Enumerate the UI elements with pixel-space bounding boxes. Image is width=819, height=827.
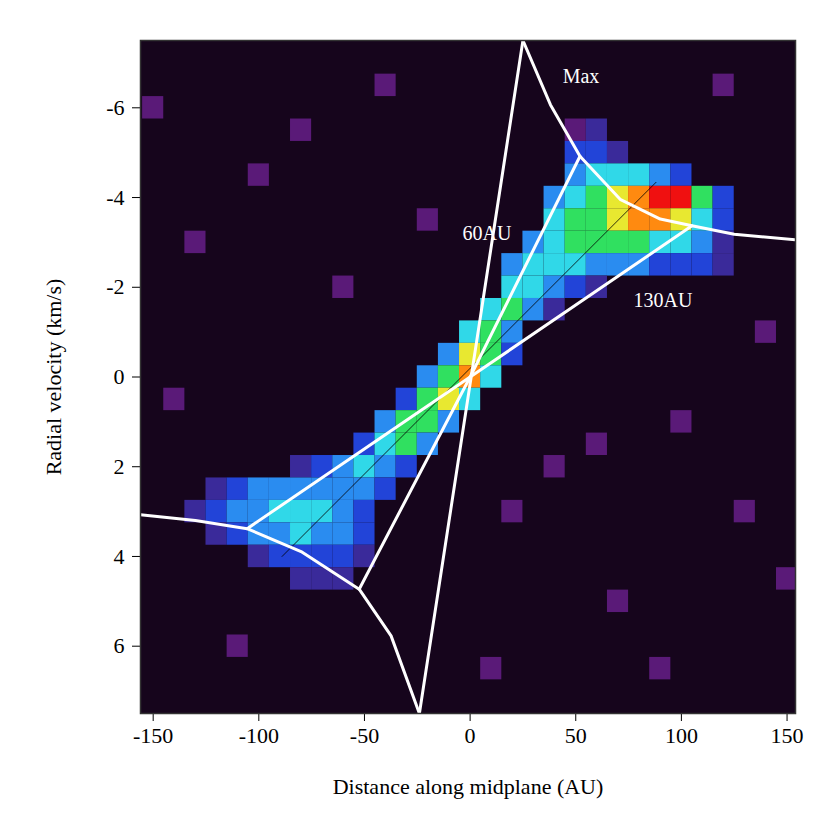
svg-text:-2: -2 xyxy=(106,274,124,299)
svg-text:100: 100 xyxy=(665,723,698,748)
svg-text:0: 0 xyxy=(114,364,125,389)
svg-text:-50: -50 xyxy=(350,723,379,748)
svg-text:6: 6 xyxy=(114,633,125,658)
svg-text:60AU: 60AU xyxy=(463,222,512,244)
svg-text:Radial velocity (km/s): Radial velocity (km/s) xyxy=(41,279,66,476)
svg-text:-150: -150 xyxy=(133,723,173,748)
svg-text:Max: Max xyxy=(563,65,600,87)
svg-text:50: 50 xyxy=(565,723,587,748)
svg-text:Distance along midplane (AU): Distance along midplane (AU) xyxy=(333,774,604,799)
svg-text:2: 2 xyxy=(114,454,125,479)
svg-text:-100: -100 xyxy=(239,723,279,748)
svg-text:150: 150 xyxy=(771,723,804,748)
svg-text:-6: -6 xyxy=(106,95,124,120)
svg-text:0: 0 xyxy=(465,723,476,748)
svg-text:130AU: 130AU xyxy=(634,289,693,311)
svg-text:4: 4 xyxy=(114,544,125,569)
svg-text:-4: -4 xyxy=(106,185,124,210)
